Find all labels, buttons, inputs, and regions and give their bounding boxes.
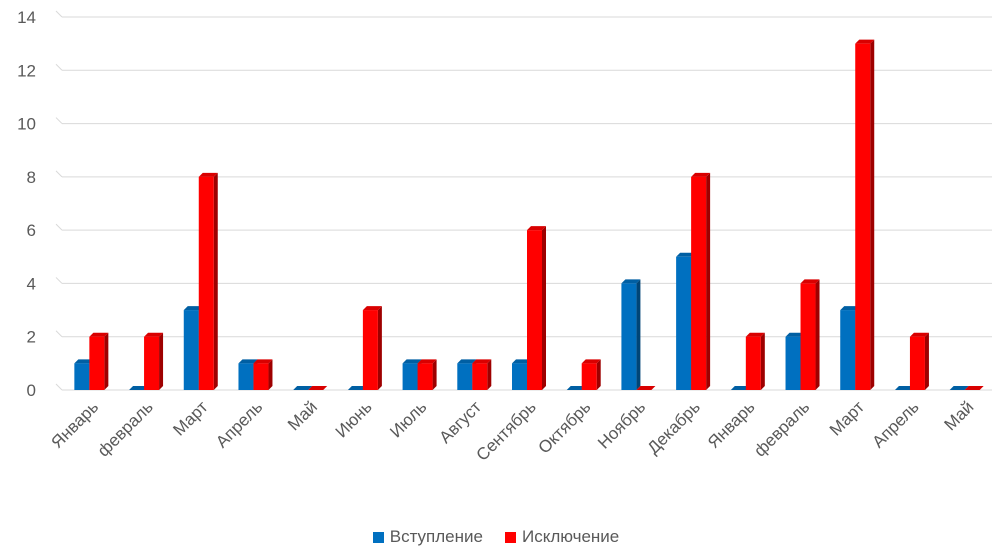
bar-series-1-16 [894,386,914,390]
gridline-corner-2 [55,277,63,284]
bar-series-2-16 [909,332,929,390]
gridline-corner-6 [55,63,63,71]
bar-series-2-10 [581,359,601,390]
bar-series-2-8 [472,359,492,390]
y-tick-label-3: 6 [27,221,36,240]
bar-series-2-5 [308,386,328,390]
y-tick-label-0: 0 [27,381,36,400]
bar-series-1-6 [347,386,367,390]
y-tick-label-6: 12 [17,61,36,80]
bar-series-2-9 [527,226,546,390]
bar-series-2-3 [198,172,218,390]
y-tick-label-5: 10 [17,115,36,134]
x-tick-label-15: Март [826,397,868,439]
x-tick-label-16: Апрель [869,397,923,451]
x-tick-label-4: Апрель [212,397,266,451]
bar-series-1-10 [566,386,586,390]
bar-series-1-5 [293,386,313,390]
bar-series-1-11 [621,279,641,390]
y-axis-ticks: 0 2 4 6 8 10 12 14 [17,8,36,400]
x-tick-label-12: Декабрь [644,397,704,457]
x-tick-label-3: Март [169,397,211,439]
gridline-corner-5 [55,117,63,124]
x-tick-label-17: Май [940,397,977,434]
bar-series-2-13 [745,332,765,390]
bar-series-1-13 [730,386,750,390]
bars [74,39,984,391]
legend-swatch-series-1 [372,531,384,543]
y-tick-label-2: 4 [27,274,36,293]
y-tick-label-4: 8 [27,168,36,187]
x-tick-label-10: Октябрь [534,397,594,457]
y-tick-label-1: 2 [27,328,36,347]
bar-series-2-17 [964,386,984,390]
legend-item-series-2: Исключение [504,527,620,547]
x-tick-label-9: Сентябрь [473,397,540,464]
bar-series-2-14 [800,279,820,390]
legend-label-series-1: Вступление [389,527,483,546]
bar-series-2-2 [144,332,164,390]
bar-series-2-4 [253,359,273,390]
x-tick-label-6: Июнь [332,397,376,441]
x-tick-label-13: Январь [704,397,759,452]
bar-series-1-2 [129,386,149,390]
x-tick-label-2: февраль [94,397,157,460]
y-tick-label-7: 14 [17,8,36,27]
x-tick-label-7: Июль [386,397,430,441]
gridline-corner-1 [55,330,63,338]
gridline-corner-3 [55,223,63,231]
gridline-corner-0 [55,383,63,391]
x-tick-label-8: Август [436,397,486,447]
legend-label-series-2: Исключение [521,527,620,546]
legend-swatch-series-2 [504,531,516,543]
legend: Вступление Исключение [0,527,992,547]
x-tick-label-11: Ноябрь [594,397,649,452]
x-tick-label-5: Май [284,397,321,434]
x-tick-label-1: Январь [48,397,103,452]
bar-series-2-15 [855,39,875,391]
bar-series-2-7 [417,359,437,390]
bar-series-2-1 [89,332,109,390]
legend-item-series-1: Вступление [372,527,483,547]
x-tick-label-14: февраль [750,397,813,460]
gridline-corner-7 [55,10,63,18]
bar-series-2-6 [362,306,382,390]
bar-series-2-11 [636,386,656,390]
bar-series-1-17 [949,386,969,390]
gridline-corner-4 [55,170,63,178]
bar-series-2-12 [691,172,711,390]
